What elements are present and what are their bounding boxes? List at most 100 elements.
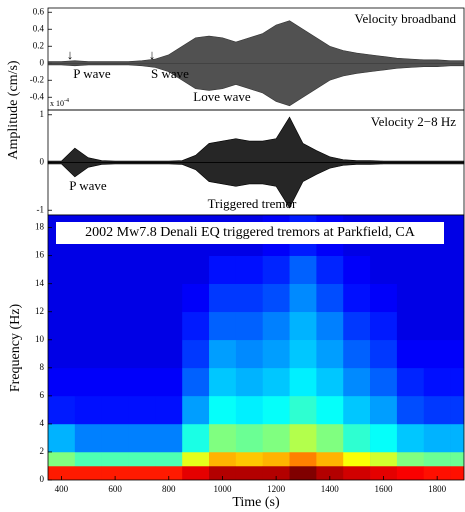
spectrogram-cell xyxy=(209,339,237,369)
spectrogram-cell xyxy=(370,423,398,453)
spectrogram-cell xyxy=(235,367,264,397)
y-tick-label: 12 xyxy=(35,306,44,316)
spectrogram-cell xyxy=(423,423,451,453)
spectrogram-cell xyxy=(316,465,344,480)
spectrogram-cell xyxy=(182,451,210,467)
multiplier-base: x 10 xyxy=(50,99,64,108)
spectrogram-cell xyxy=(343,465,371,480)
spectrogram-cell xyxy=(423,339,451,369)
y-tick-label: 16 xyxy=(35,250,45,260)
spectrogram-cell xyxy=(316,451,344,467)
spectrogram-cell xyxy=(370,311,398,341)
spectrogram-cell xyxy=(262,311,290,341)
spectrogram-cell xyxy=(450,395,465,425)
spectrogram-cell xyxy=(343,311,371,341)
arrow: ↓ xyxy=(149,47,156,62)
y-tick-label: 6 xyxy=(40,390,45,400)
annotation: Triggered tremor xyxy=(208,196,297,211)
spectrogram-cell xyxy=(235,465,264,480)
spectrogram-cell xyxy=(450,215,465,256)
spectrogram-cell xyxy=(182,465,210,480)
spectrogram-cell xyxy=(450,465,465,480)
spectrogram-cell xyxy=(74,465,102,480)
spectrogram-cell xyxy=(209,311,237,341)
spectrogram-cell xyxy=(262,255,290,285)
spectrogram-cell xyxy=(128,423,156,453)
annotation: P wave xyxy=(69,178,107,193)
spectrogram-cell xyxy=(370,395,398,425)
x-tick-label: 1200 xyxy=(267,484,286,494)
spectrogram-cell xyxy=(450,255,465,285)
spectrogram-cell xyxy=(423,367,451,397)
spectrogram-cell xyxy=(450,451,465,467)
spectrogram-cell xyxy=(262,339,290,369)
spectrogram-cell xyxy=(209,367,237,397)
spectrogram-cell xyxy=(396,465,425,480)
x-tick-label: 1400 xyxy=(321,484,340,494)
spectrogram-cell xyxy=(396,283,425,313)
spectrogram-cell xyxy=(396,339,425,369)
spectrogram-cell xyxy=(289,451,317,467)
spectrogram-cell xyxy=(343,367,371,397)
spectrogram-cell xyxy=(155,367,183,397)
spectrogram-cell xyxy=(262,283,290,313)
waveform-envelope xyxy=(47,162,465,209)
spectrogram-cell xyxy=(209,451,237,467)
spectrogram-cell xyxy=(182,339,210,369)
spectrogram-cell xyxy=(316,255,344,285)
x-tick-label: 600 xyxy=(108,484,122,494)
spectrogram-cell xyxy=(48,311,76,341)
spectrogram-cell xyxy=(316,367,344,397)
y-tick-label: 8 xyxy=(40,362,45,372)
spectrogram-cell xyxy=(155,255,183,285)
spectrogram xyxy=(48,215,465,480)
spectrogram-cell xyxy=(450,311,465,341)
spectrogram-cell xyxy=(155,451,183,467)
spectrogram-cell xyxy=(101,283,129,313)
spectrogram-cell xyxy=(74,255,102,285)
spectrogram-cell xyxy=(289,367,317,397)
spectrogram-cell xyxy=(101,423,129,453)
spectrogram-cell xyxy=(101,311,129,341)
spectrogram-cell xyxy=(343,255,371,285)
y-tick-label: 0.4 xyxy=(33,23,45,33)
arrow: ↓ xyxy=(67,47,74,62)
spectrogram-cell xyxy=(316,311,344,341)
y-tick-label: 2 xyxy=(40,446,45,456)
y-tick-label: 0 xyxy=(40,57,45,67)
spectrogram-cell xyxy=(370,339,398,369)
spectrogram-cell xyxy=(48,255,76,285)
y-tick-label: -0.4 xyxy=(30,91,45,101)
spectrogram-cell xyxy=(370,283,398,313)
spectrogram-cell xyxy=(48,395,76,425)
x-tick-label: 1600 xyxy=(374,484,393,494)
y-tick-label: 14 xyxy=(35,278,45,288)
multiplier-exponent: -4 xyxy=(64,98,69,104)
spectrogram-cell xyxy=(155,311,183,341)
spectrogram-cell xyxy=(370,255,398,285)
spectrogram-cell xyxy=(289,311,317,341)
spectrogram-cell xyxy=(101,255,129,285)
spectrogram-cell xyxy=(450,283,465,313)
spectrogram-cell xyxy=(316,395,344,425)
spectrogram-cell xyxy=(155,283,183,313)
spectrogram-cell xyxy=(48,465,76,480)
y-tick-label: 4 xyxy=(40,418,45,428)
spectrogram-cell xyxy=(128,283,156,313)
spectrogram-cell xyxy=(423,311,451,341)
spectrogram-cell xyxy=(209,283,237,313)
spectrogram-cell xyxy=(209,423,237,453)
chart-title: 2002 Mw7.8 Denali EQ triggered tremors a… xyxy=(85,225,416,240)
spectrogram-cell xyxy=(262,395,290,425)
y-tick-label: 1 xyxy=(40,109,45,119)
spectrogram-cell xyxy=(128,367,156,397)
spectrogram-cell xyxy=(289,283,317,313)
spectrogram-cell xyxy=(396,451,425,467)
spectrogram-cell xyxy=(423,465,451,480)
spectrogram-cell xyxy=(155,465,183,480)
spectrogram-cell xyxy=(182,423,210,453)
spectrogram-cell xyxy=(235,255,264,285)
spectrogram-cell xyxy=(235,423,264,453)
spectrogram-cell xyxy=(423,395,451,425)
